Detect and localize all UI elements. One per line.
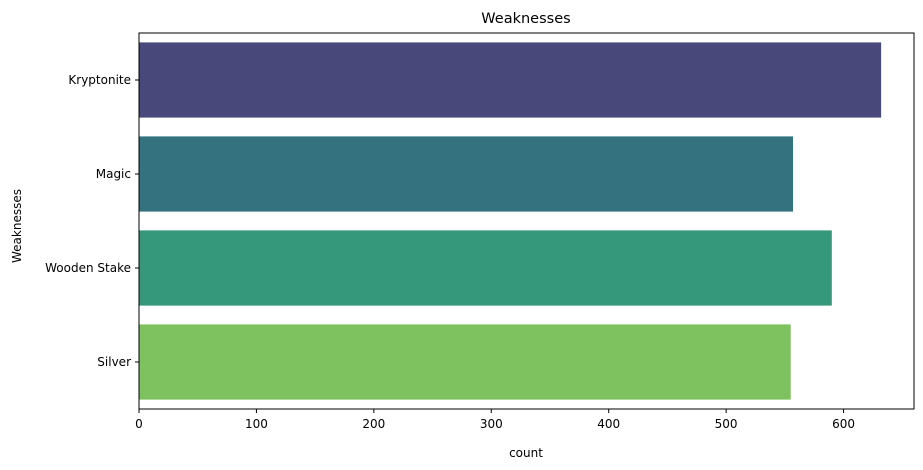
x-tick-label: 200 (362, 417, 385, 431)
x-axis-ticks: 0 100 200 300 400 500 600 (135, 409, 855, 431)
bar-wooden-stake (139, 230, 832, 306)
y-tick-label: Silver (97, 355, 131, 369)
chart-title: Weaknesses (481, 11, 570, 27)
x-tick-label: 500 (715, 417, 738, 431)
y-tick-label: Wooden Stake (45, 261, 131, 275)
x-tick-label: 300 (480, 417, 503, 431)
y-axis-ticks: Kryptonite Magic Wooden Stake Silver (45, 73, 139, 369)
bar-group (139, 42, 882, 400)
bar-silver (139, 324, 791, 400)
x-tick-label: 400 (597, 417, 620, 431)
x-tick-label: 0 (135, 417, 143, 431)
bar-magic (139, 136, 794, 212)
y-tick-label: Kryptonite (68, 73, 131, 87)
y-axis-label: Weaknesses (10, 189, 24, 263)
x-tick-label: 600 (832, 417, 855, 431)
bar-kryptonite (139, 42, 882, 118)
x-tick-label: 100 (245, 417, 268, 431)
y-tick-label: Magic (96, 167, 131, 181)
plot-area-frame (138, 32, 915, 410)
x-axis-label: count (509, 446, 543, 460)
